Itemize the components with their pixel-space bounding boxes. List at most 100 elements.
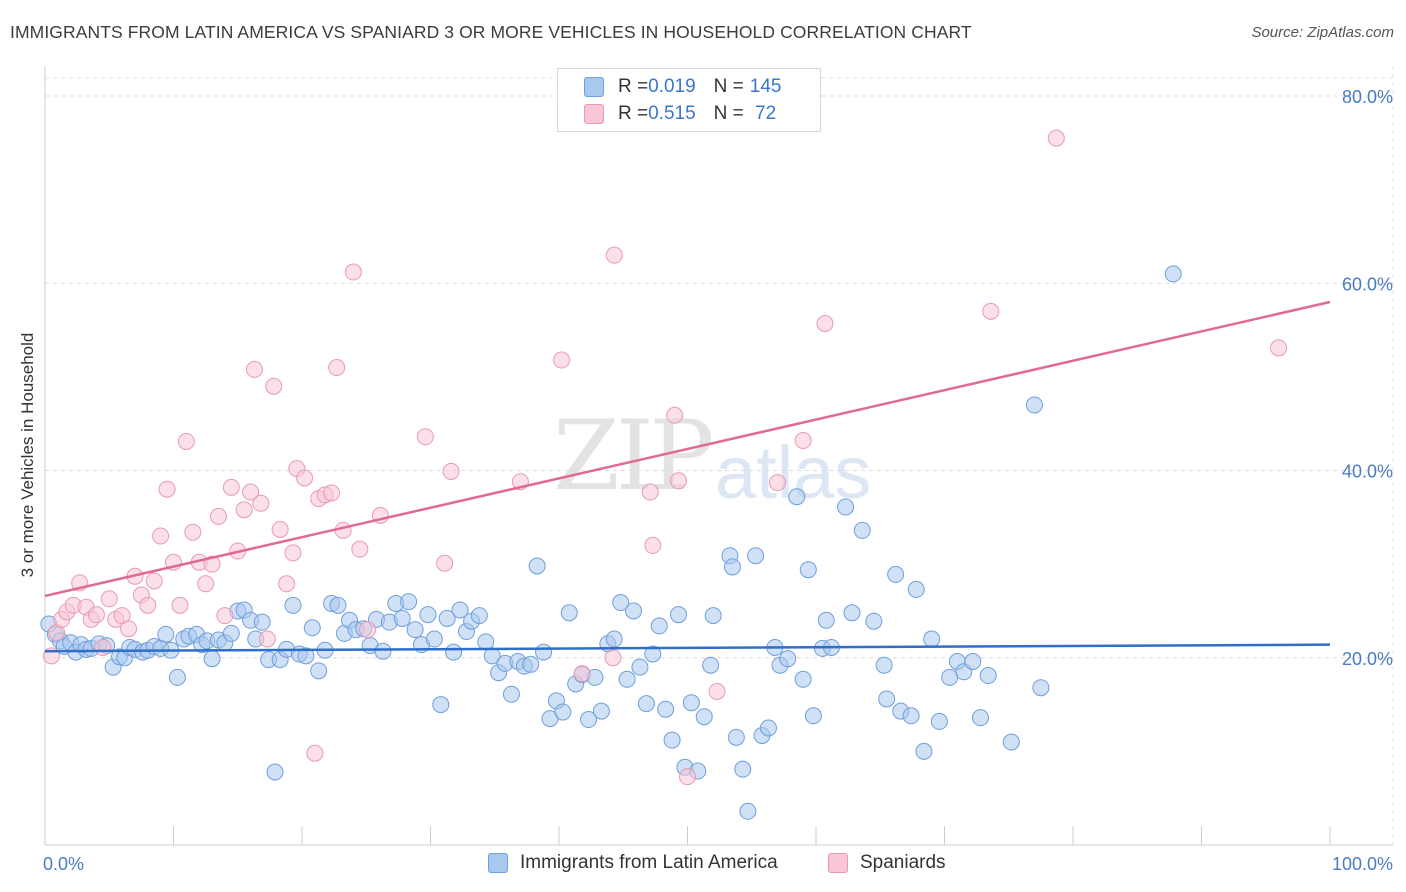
point-spaniards xyxy=(94,638,112,656)
legend-swatch-spaniards xyxy=(584,103,604,124)
legend-row-spaniards: R = 0.515 N = 72 xyxy=(558,100,776,127)
correlation-legend: R = 0.019 N = 145 R = 0.515 N = 72 xyxy=(557,68,821,132)
point-spaniards xyxy=(982,302,1000,320)
point-latin-america xyxy=(1025,396,1043,414)
point-latin-america xyxy=(657,700,675,718)
point-latin-america xyxy=(1032,679,1050,697)
point-latin-america xyxy=(470,607,488,625)
legend-swatch-spaniards xyxy=(828,853,848,873)
legend-label-latin-america: Immigrants from Latin America xyxy=(520,852,778,873)
point-spaniards xyxy=(171,596,189,614)
watermark-zip: ZIP xyxy=(553,400,714,512)
point-latin-america xyxy=(625,602,643,620)
point-spaniards xyxy=(708,682,726,700)
legend-item-latin-america: Immigrants from Latin America xyxy=(488,852,778,874)
point-latin-america xyxy=(799,561,817,579)
point-latin-america xyxy=(644,645,662,663)
point-latin-america xyxy=(670,606,688,624)
point-spaniards xyxy=(442,462,460,480)
point-latin-america xyxy=(837,498,855,516)
series-latin-america-points xyxy=(40,265,1182,820)
point-spaniards xyxy=(679,768,696,786)
point-latin-america xyxy=(406,621,424,639)
point-latin-america xyxy=(704,607,722,625)
point-latin-america xyxy=(739,802,757,820)
point-latin-america xyxy=(878,690,896,708)
point-latin-america xyxy=(303,619,321,637)
point-latin-america xyxy=(650,617,668,635)
trend-line-spaniards xyxy=(44,300,1331,598)
chart-title: IMMIGRANTS FROM LATIN AMERICA VS SPANIAR… xyxy=(10,22,972,42)
point-latin-america xyxy=(875,656,893,674)
point-latin-america xyxy=(734,760,752,778)
point-latin-america xyxy=(941,668,959,686)
point-latin-america xyxy=(631,658,649,676)
point-spaniards xyxy=(344,263,362,281)
point-spaniards xyxy=(1047,129,1065,147)
point-spaniards xyxy=(87,606,105,624)
point-latin-america xyxy=(971,709,989,727)
point-spaniards xyxy=(245,360,263,378)
trend-lines xyxy=(44,300,1331,653)
point-spaniards xyxy=(222,478,240,496)
legend-n-value: 72 xyxy=(749,102,777,124)
point-spaniards xyxy=(306,744,324,762)
tick-labels: 20.0% 40.0% 60.0% 80.0% 0.0% 100.0% xyxy=(43,87,1393,874)
point-latin-america xyxy=(1164,265,1182,283)
point-latin-america xyxy=(902,707,920,725)
legend-n-label: N = xyxy=(713,102,744,124)
legend-r-label: R = xyxy=(618,75,649,97)
legend-swatch-latin-america xyxy=(584,76,604,97)
point-spaniards xyxy=(216,607,234,625)
point-latin-america xyxy=(203,650,221,668)
point-spaniards xyxy=(177,432,195,450)
point-latin-america xyxy=(964,652,982,670)
point-latin-america xyxy=(425,630,443,648)
point-latin-america xyxy=(451,601,469,619)
point-spaniards xyxy=(265,377,283,395)
legend-item-spaniards: Spaniards xyxy=(828,852,946,874)
point-latin-america xyxy=(865,612,883,630)
series-spaniards-points xyxy=(42,129,1288,786)
point-latin-america xyxy=(788,488,806,506)
point-latin-america xyxy=(923,630,941,648)
legend-r-value: 0.515 xyxy=(648,102,696,124)
point-latin-america xyxy=(779,650,797,668)
point-spaniards xyxy=(252,494,270,512)
point-spaniards xyxy=(604,649,622,667)
point-latin-america xyxy=(759,719,777,737)
point-latin-america xyxy=(1002,733,1020,751)
point-spaniards xyxy=(152,527,170,545)
point-spaniards xyxy=(334,521,352,539)
point-spaniards xyxy=(158,480,176,498)
point-spaniards xyxy=(258,630,276,648)
point-latin-america xyxy=(682,694,700,712)
point-latin-america xyxy=(723,558,741,576)
point-latin-america xyxy=(393,609,411,627)
point-spaniards xyxy=(641,483,659,501)
point-spaniards xyxy=(323,484,341,502)
y-tick-label: 80.0% xyxy=(1342,87,1393,107)
point-spaniards xyxy=(100,590,118,608)
point-spaniards xyxy=(209,507,227,525)
point-latin-america xyxy=(310,662,328,680)
x-tick-label: 0.0% xyxy=(43,854,84,874)
point-latin-america xyxy=(438,609,456,627)
point-latin-america xyxy=(157,625,175,643)
point-spaniards xyxy=(203,555,221,573)
point-spaniards xyxy=(553,351,571,369)
point-spaniards xyxy=(816,315,834,333)
legend-n-label: N = xyxy=(713,75,744,97)
point-latin-america xyxy=(560,604,578,622)
point-spaniards xyxy=(278,575,296,593)
point-spaniards xyxy=(139,596,157,614)
point-spaniards xyxy=(197,575,215,593)
legend-r-value: 0.019 xyxy=(648,75,696,97)
point-latin-america xyxy=(168,668,186,686)
y-tick-label: 40.0% xyxy=(1342,462,1393,482)
point-latin-america xyxy=(915,742,933,760)
point-latin-america xyxy=(329,596,347,614)
point-latin-america xyxy=(502,685,520,703)
x-tick-label: 100.0% xyxy=(1332,854,1393,874)
